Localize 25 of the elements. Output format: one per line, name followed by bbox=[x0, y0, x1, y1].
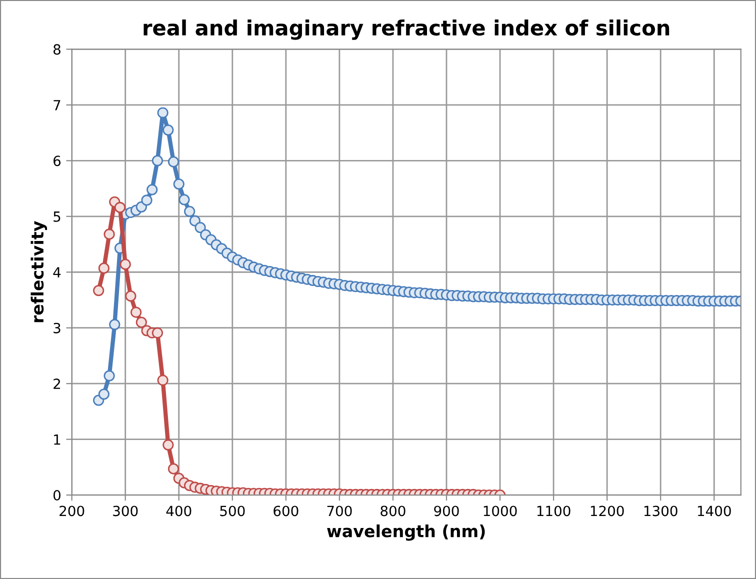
x-tick-label: 300 bbox=[113, 506, 138, 516]
x-tick-label: 800 bbox=[380, 506, 406, 516]
y-tick-label: 7 bbox=[54, 100, 60, 110]
x-tick-label: 1000 bbox=[484, 506, 517, 516]
y-tick-label: 0 bbox=[53, 490, 60, 501]
y-tick-label: 8 bbox=[54, 44, 60, 55]
x-tick-label: 400 bbox=[166, 506, 192, 516]
x-tick-label: 500 bbox=[220, 506, 245, 516]
x-tick-label: 600 bbox=[274, 506, 298, 516]
x-tick-label: 200 bbox=[60, 506, 84, 516]
x-axis-title: wavelength (nm) bbox=[327, 524, 485, 541]
x-tick-label: 1400 bbox=[698, 506, 731, 516]
y-tick-label: 3 bbox=[54, 322, 60, 334]
x-tick-label: 1300 bbox=[644, 506, 678, 516]
x-tick-label: 900 bbox=[434, 506, 459, 516]
chart-title: real and imaginary refractive index of silicon bbox=[144, 19, 670, 40]
y-tick-label: 1 bbox=[54, 434, 60, 445]
y-tick-label: 5 bbox=[54, 212, 60, 222]
y-tick-label: 2 bbox=[54, 378, 60, 389]
y-tick-label: 6 bbox=[54, 156, 61, 166]
x-tick-label: 700 bbox=[327, 506, 352, 516]
x-tick-label: 1100 bbox=[537, 506, 570, 516]
y-axis-title: reflectivity bbox=[30, 221, 48, 322]
x-tick-label: 1200 bbox=[590, 506, 624, 516]
y-tick-label: 4 bbox=[53, 267, 61, 278]
